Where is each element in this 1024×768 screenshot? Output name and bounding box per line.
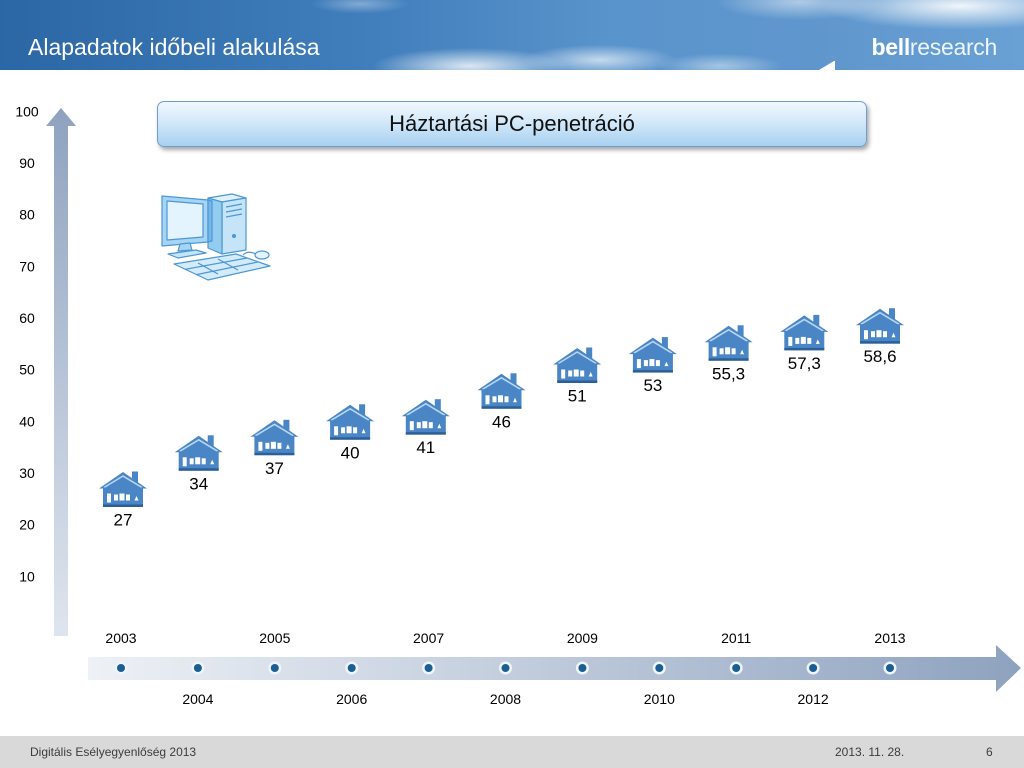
x-axis-dot-center <box>732 664 741 672</box>
x-axis-marker-2009 <box>575 661 589 675</box>
chart-title: Háztartási PC-penetráció <box>157 101 867 147</box>
x-axis-dot-center <box>809 664 818 672</box>
data-point-2011: 55,3 <box>704 324 753 383</box>
x-axis-marker-2007 <box>422 661 436 675</box>
x-tick-label-2003: 2003 <box>105 630 136 646</box>
y-axis-arrow <box>46 108 76 636</box>
house-icon <box>326 403 375 441</box>
y-tick-label-60: 60 <box>19 310 35 326</box>
x-tick-label-2011: 2011 <box>721 630 751 646</box>
x-axis-dot-center <box>347 664 356 672</box>
x-axis-dot-center <box>578 664 587 672</box>
header-notch <box>819 61 835 70</box>
data-label-2012: 57,3 <box>788 354 821 373</box>
x-axis-marker-2006 <box>345 661 359 675</box>
page-title: Alapadatok időbeli alakulása <box>28 34 320 60</box>
data-point-2012: 57,3 <box>780 314 829 373</box>
x-tick-label-2010: 2010 <box>644 691 675 707</box>
x-axis-marker-2013 <box>883 661 897 675</box>
data-label-2008: 46 <box>492 412 511 431</box>
data-point-2006: 40 <box>326 403 375 462</box>
x-axis-dot-center <box>886 664 894 672</box>
data-point-2010: 53 <box>628 336 677 395</box>
house-icon <box>250 418 299 456</box>
logo-part-research: research <box>909 34 997 60</box>
y-tick-label-80: 80 <box>19 207 35 223</box>
data-label-2007: 41 <box>416 438 435 457</box>
data-label-2005: 37 <box>265 459 284 478</box>
x-axis-marker-2010 <box>652 661 666 675</box>
data-label-2006: 40 <box>341 443 360 462</box>
x-axis-dot-center <box>270 664 279 672</box>
footer-page-number: 6 <box>986 745 993 759</box>
footer-date: 2013. 11. 28. <box>835 745 905 759</box>
data-point-2004: 34 <box>174 434 223 493</box>
x-tick-label-2009: 2009 <box>567 630 598 646</box>
house-icon <box>628 336 677 374</box>
x-tick-label-2013: 2013 <box>874 630 905 646</box>
house-icon <box>856 307 904 345</box>
data-label-2003: 27 <box>114 511 133 530</box>
house-icon <box>401 398 450 436</box>
x-axis-dot-center <box>655 664 664 672</box>
x-axis-marker-2005 <box>268 661 282 675</box>
y-tick-label-50: 50 <box>19 362 35 378</box>
x-tick-label-2008: 2008 <box>490 691 521 707</box>
x-tick-label-2012: 2012 <box>798 691 829 707</box>
house-icon <box>780 314 829 351</box>
x-tick-label-2005: 2005 <box>259 630 290 646</box>
y-tick-label-90: 90 <box>19 155 35 171</box>
x-axis-dot-center <box>501 664 510 672</box>
house-icon <box>174 434 223 472</box>
data-label-2009: 51 <box>568 387 587 406</box>
y-tick-label-10: 10 <box>19 568 35 584</box>
x-axis-arrow <box>88 645 1021 692</box>
y-tick-label-20: 20 <box>19 517 35 533</box>
logo-part-bell: bell <box>871 34 910 60</box>
house-icon <box>477 372 526 410</box>
data-point-2007: 41 <box>401 398 450 457</box>
y-tick-label-40: 40 <box>19 413 35 429</box>
data-point-2003: 27 <box>99 470 147 530</box>
footer: Digitális Esélyegyenlőség 2013 2013. 11.… <box>0 736 1024 768</box>
logo: bellresearch <box>871 33 997 61</box>
house-icon <box>99 470 147 508</box>
x-tick-label-2007: 2007 <box>413 630 444 646</box>
desktop-computer-icon <box>161 193 271 281</box>
x-axis-marker-2011 <box>729 661 743 675</box>
y-tick-label-100: 100 <box>15 103 39 119</box>
x-axis-dot-center <box>193 664 202 672</box>
y-tick-label-30: 30 <box>19 465 35 481</box>
y-tick-label-70: 70 <box>19 258 35 274</box>
data-point-2008: 46 <box>477 372 526 431</box>
data-label-2004: 34 <box>189 474 208 493</box>
x-tick-label-2006: 2006 <box>336 691 367 707</box>
x-axis-marker-2004 <box>191 661 205 675</box>
x-axis-marker-2008 <box>499 661 512 675</box>
x-axis-dot-center <box>117 664 125 672</box>
x-tick-label-2004: 2004 <box>182 691 213 707</box>
data-label-2011: 55,3 <box>712 364 745 383</box>
data-label-2013: 58,6 <box>863 347 896 366</box>
x-axis-marker-2003 <box>114 661 128 675</box>
x-axis-dot-center <box>424 664 433 672</box>
data-point-2009: 51 <box>553 346 602 406</box>
footer-presentation-title: Digitális Esélyegyenlőség 2013 <box>30 745 197 759</box>
x-axis-marker-2012 <box>806 661 820 675</box>
house-icon <box>704 324 753 362</box>
data-point-2005: 37 <box>250 418 299 478</box>
chart-marks: 10 20 30 40 50 60 70 80 90 100 2003 27 2004 34 2005 37 2… <box>15 103 905 707</box>
data-label-2010: 53 <box>643 376 662 395</box>
header: Alapadatok időbeli alakulása bellresearc… <box>0 0 1024 70</box>
house-icon <box>553 346 602 384</box>
data-point-2013: 58,6 <box>856 307 904 366</box>
